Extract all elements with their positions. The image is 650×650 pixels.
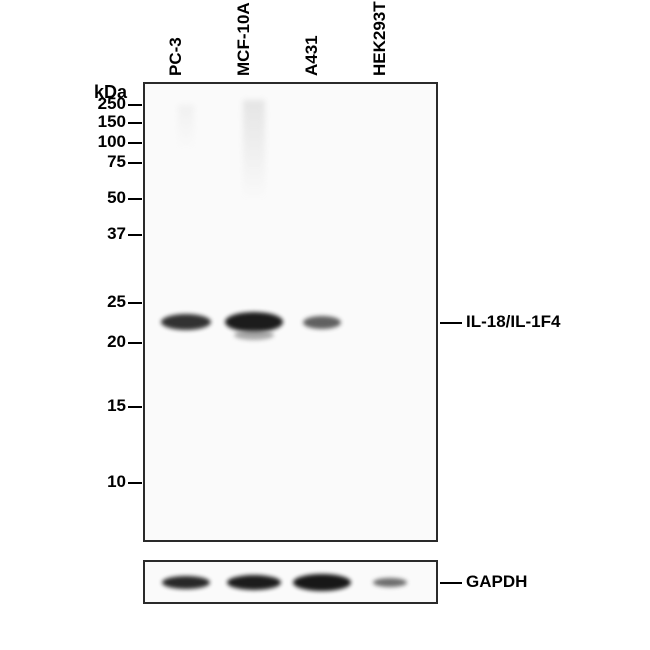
target-label: GAPDH [466,572,527,592]
target-tick [440,322,462,324]
mw-marker-tick [128,142,142,144]
mw-marker-label: 10 [107,472,126,492]
nonspecific-smear [243,100,265,200]
gapdh-band [227,575,281,590]
mw-marker-label: 37 [107,224,126,244]
lane-label: HEK293T [370,1,390,76]
mw-marker-label: 50 [107,188,126,208]
lane-label: MCF-10A [234,2,254,76]
mw-marker-label: 100 [98,132,126,152]
mw-marker-tick [128,302,142,304]
target-label: IL-18/IL-1F4 [466,312,560,332]
mw-marker-label: 25 [107,292,126,312]
lane-label: PC-3 [166,37,186,76]
mw-marker-tick [128,234,142,236]
il18-band [234,330,274,340]
mw-marker-tick [128,342,142,344]
mw-marker-label: 15 [107,396,126,416]
mw-marker-label: 250 [98,94,126,114]
mw-marker-label: 150 [98,112,126,132]
il18-band [161,314,211,330]
nonspecific-smear [178,105,194,150]
mw-marker-tick [128,482,142,484]
gapdh-band [293,574,351,591]
western-blot-figure: kDa PC-3MCF-10AA431HEK293T 2501501007550… [0,0,650,650]
mw-marker-tick [128,198,142,200]
mw-marker-label: 20 [107,332,126,352]
main-blot-membrane [143,82,438,542]
lane-label: A431 [302,35,322,76]
mw-marker-tick [128,162,142,164]
mw-marker-tick [128,406,142,408]
target-tick [440,582,462,584]
il18-band [225,312,283,332]
mw-marker-tick [128,104,142,106]
gapdh-band [162,576,210,589]
mw-marker-label: 75 [107,152,126,172]
il18-band [303,316,341,329]
gapdh-band [373,578,407,587]
mw-marker-tick [128,122,142,124]
